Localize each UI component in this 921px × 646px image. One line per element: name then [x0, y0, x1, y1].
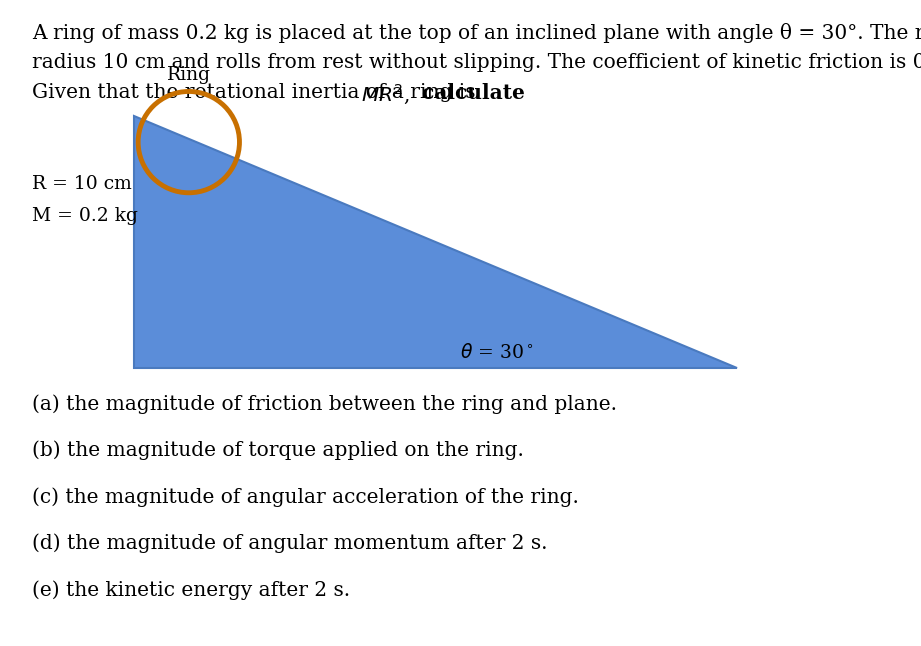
Text: (a) the magnitude of friction between the ring and plane.: (a) the magnitude of friction between th…	[32, 394, 617, 413]
Text: (e) the kinetic energy after 2 s.: (e) the kinetic energy after 2 s.	[32, 580, 350, 599]
Text: M = 0.2 kg: M = 0.2 kg	[32, 207, 138, 225]
Text: R = 10 cm: R = 10 cm	[32, 175, 132, 193]
Text: $\theta$ = 30$^\circ$: $\theta$ = 30$^\circ$	[460, 342, 534, 362]
Text: Ring: Ring	[167, 66, 211, 84]
Text: calculate: calculate	[414, 83, 524, 103]
Text: radius 10 cm and rolls from rest without slipping. The coefficient of kinetic fr: radius 10 cm and rolls from rest without…	[32, 53, 921, 72]
Polygon shape	[134, 116, 737, 368]
Text: (b) the magnitude of torque applied on the ring.: (b) the magnitude of torque applied on t…	[32, 441, 524, 460]
Text: A ring of mass 0.2 kg is placed at the top of an inclined plane with angle θ = 3: A ring of mass 0.2 kg is placed at the t…	[32, 23, 921, 43]
Text: (d) the magnitude of angular momentum after 2 s.: (d) the magnitude of angular momentum af…	[32, 534, 548, 553]
Text: (c) the magnitude of angular acceleration of the ring.: (c) the magnitude of angular acceleratio…	[32, 487, 579, 506]
Text: $MR^2$,: $MR^2$,	[361, 83, 410, 107]
Text: Given that the rotational inertia of a ring is: Given that the rotational inertia of a r…	[32, 83, 482, 101]
